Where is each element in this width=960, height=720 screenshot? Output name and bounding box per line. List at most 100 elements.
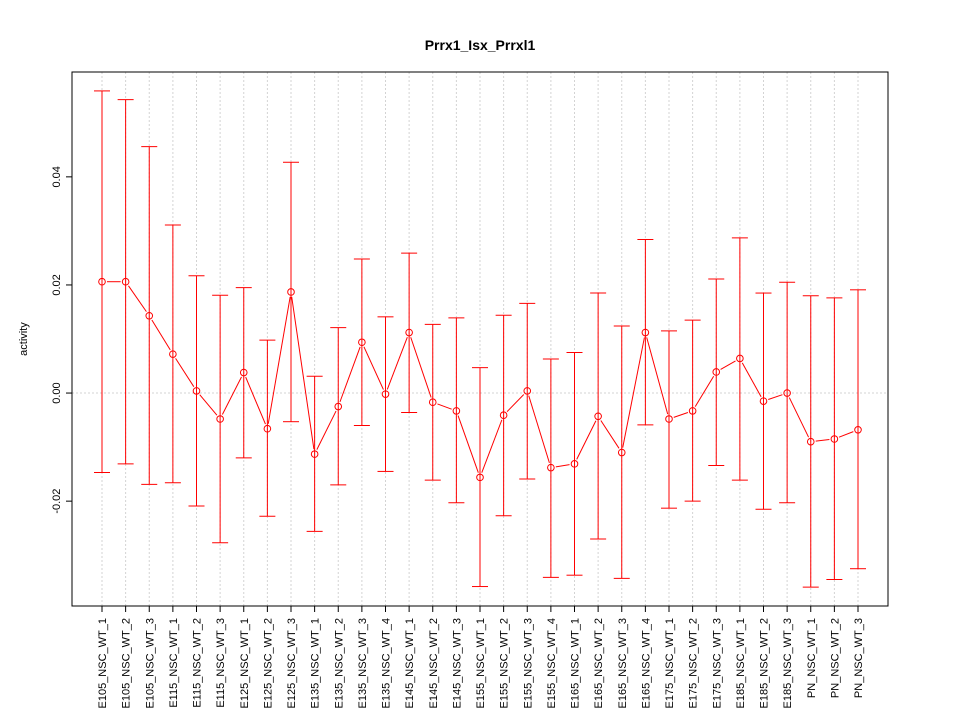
series-segment	[622, 337, 645, 448]
plot-frame	[71, 71, 889, 607]
x-tick-label: E145_NSC_WT_2	[428, 618, 440, 709]
series-segment	[267, 296, 291, 424]
data-point	[428, 398, 437, 407]
series-segment	[646, 337, 669, 415]
data-point	[712, 368, 721, 376]
data-point	[759, 397, 768, 405]
x-tick-label: E185_NSC_WT_2	[759, 618, 771, 709]
series-segment	[768, 394, 783, 401]
x-tick-label: E115_NSC_WT_1	[168, 618, 180, 708]
x-tick-label: E135_NSC_WT_3	[357, 618, 369, 709]
x-tick-label: E125_NSC_WT_3	[286, 618, 298, 709]
y-tick-label: 0.02	[51, 274, 63, 295]
x-tick-label: E155_NSC_WT_3	[522, 618, 534, 709]
series-segment	[221, 376, 242, 415]
series-segment	[673, 412, 689, 418]
series-segment	[555, 464, 570, 468]
data-point	[830, 435, 839, 443]
data-point	[381, 390, 390, 398]
x-tick-label: E135_NSC_WT_4	[381, 618, 393, 709]
series-segment	[151, 319, 171, 351]
data-point	[736, 354, 744, 363]
x-tick-label: E115_NSC_WT_2	[192, 618, 204, 708]
series-segment	[457, 415, 479, 473]
data-point	[641, 328, 650, 337]
series-segment	[506, 394, 525, 412]
x-tick-label: E185_NSC_WT_1	[735, 618, 747, 709]
series-segment	[316, 410, 337, 450]
series-segment	[600, 420, 620, 449]
data-point	[476, 473, 484, 482]
series-segment	[481, 419, 503, 473]
y-axis-label: activity	[18, 322, 30, 356]
x-tick-label: E145_NSC_WT_1	[404, 618, 416, 709]
series	[98, 277, 862, 482]
data-point	[617, 448, 626, 457]
data-point	[192, 387, 201, 395]
data-point	[239, 368, 248, 377]
x-tick-label: E165_NSC_WT_2	[593, 618, 605, 709]
series-segment	[245, 376, 266, 425]
series-segment	[720, 360, 736, 370]
data-point	[594, 412, 602, 421]
series-segment	[576, 420, 597, 460]
x-tick-label: E115_NSC_WT_3	[215, 618, 227, 708]
data-point	[854, 426, 862, 434]
data-point	[452, 407, 461, 415]
y-tick-label: -0.02	[51, 489, 63, 514]
series-segment	[437, 403, 452, 410]
series-segment	[788, 397, 810, 438]
series-segment	[410, 337, 432, 398]
series-segment	[528, 395, 550, 464]
x-tick-label: E135_NSC_WT_1	[310, 618, 322, 709]
x-tick-label: PN_NSC_WT_2	[829, 618, 841, 698]
data-point	[334, 402, 343, 411]
series-segment	[694, 375, 715, 407]
series-segment	[339, 346, 361, 403]
data-point	[145, 311, 154, 320]
x-tick-label: PN_NSC_WT_3	[853, 618, 865, 698]
x-tick-label: E155_NSC_WT_2	[499, 618, 511, 709]
data-point	[570, 460, 579, 468]
y-tick-label: 0.00	[51, 382, 63, 403]
x-tick-label: E155_NSC_WT_1	[475, 618, 487, 709]
data-point	[499, 411, 508, 420]
x-tick-label: E125_NSC_WT_2	[262, 618, 274, 709]
series-segment	[199, 394, 218, 416]
x-tick-label: E165_NSC_WT_4	[640, 618, 652, 709]
data-point	[98, 277, 106, 286]
x-tick-label: E165_NSC_WT_3	[617, 618, 629, 709]
data-point	[310, 450, 319, 458]
x-tick-label: E145_NSC_WT_3	[451, 618, 463, 709]
data-point	[169, 350, 177, 358]
data-point	[806, 437, 815, 446]
y-tick-label: 0.04	[51, 166, 63, 187]
x-tick-label: E165_NSC_WT_1	[570, 618, 582, 709]
series-segment	[741, 362, 762, 398]
series-segment	[291, 296, 315, 450]
series-segment	[386, 337, 408, 390]
x-tick-label: E135_NSC_WT_2	[333, 618, 345, 709]
x-tick-label: E105_NSC_WT_2	[121, 618, 133, 709]
x-tick-label: E155_NSC_WT_4	[546, 618, 558, 709]
x-tick-label: E125_NSC_WT_1	[239, 618, 251, 709]
data-point	[783, 389, 791, 397]
x-tick-label: E175_NSC_WT_2	[688, 618, 700, 709]
data-point	[688, 407, 697, 415]
series-segment	[175, 358, 195, 387]
data-point	[287, 288, 295, 296]
axes: -0.02 0.00 0.02 0.04 E105_NSC_WT_1 E105_NSC_W…	[51, 166, 865, 708]
data-point	[216, 415, 224, 423]
data-point	[665, 415, 673, 423]
data-point	[121, 277, 130, 286]
data-point	[523, 387, 532, 395]
error-bars	[94, 90, 866, 588]
x-tick-label: E175_NSC_WT_3	[711, 618, 723, 709]
x-tick-label: E105_NSC_WT_1	[97, 618, 109, 709]
data-point	[405, 328, 413, 337]
data-point	[263, 424, 272, 433]
series-segment	[838, 431, 854, 438]
x-tick-label: PN_NSC_WT_1	[806, 618, 818, 698]
x-tick-label: E175_NSC_WT_1	[664, 618, 676, 709]
